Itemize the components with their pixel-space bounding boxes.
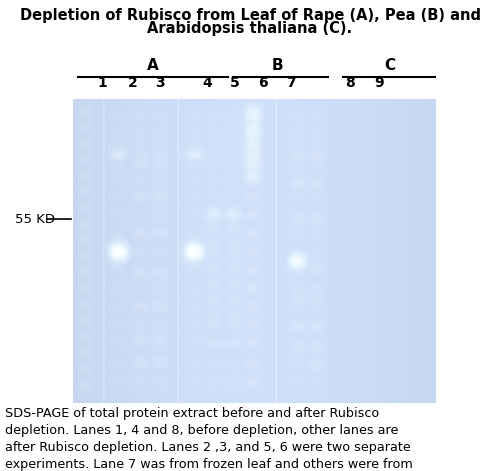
Text: 55 KD: 55 KD: [15, 212, 55, 226]
Text: 3: 3: [155, 76, 165, 90]
Text: B: B: [272, 58, 283, 73]
Text: A: A: [146, 58, 158, 73]
Text: 6: 6: [258, 76, 268, 90]
Text: 7: 7: [286, 76, 296, 90]
Text: SDS-PAGE of total protein extract before and after Rubisco
depletion. Lanes 1, 4: SDS-PAGE of total protein extract before…: [5, 407, 413, 471]
Text: Arabidopsis thaliana (C).: Arabidopsis thaliana (C).: [148, 21, 352, 36]
Text: 1: 1: [98, 76, 108, 90]
Text: 8: 8: [345, 76, 355, 90]
Text: 5: 5: [230, 76, 240, 90]
Text: 2: 2: [128, 76, 138, 90]
Text: 4: 4: [202, 76, 212, 90]
Text: C: C: [384, 58, 396, 73]
Text: Depletion of Rubisco from Leaf of Rape (A), Pea (B) and: Depletion of Rubisco from Leaf of Rape (…: [20, 8, 480, 23]
Text: 9: 9: [374, 76, 384, 90]
